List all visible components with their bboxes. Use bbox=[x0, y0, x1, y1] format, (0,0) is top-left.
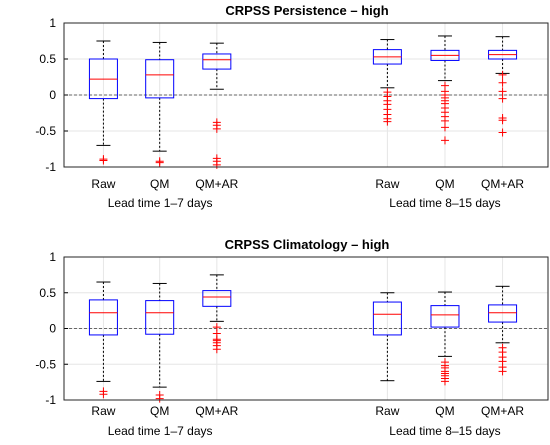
category-label: QM+AR bbox=[195, 177, 238, 191]
box-qm-ar bbox=[202, 42, 232, 169]
category-label: QM bbox=[150, 177, 169, 191]
outlier-point bbox=[155, 158, 164, 167]
box-qm-ar bbox=[488, 285, 518, 376]
box-iqr bbox=[145, 59, 175, 99]
box-qm-ar bbox=[202, 274, 232, 354]
box-raw bbox=[88, 281, 118, 399]
category-label: QM+AR bbox=[195, 404, 238, 418]
chart-title: CRPSS Climatology – high bbox=[225, 237, 390, 252]
outlier-point bbox=[498, 70, 507, 79]
box-iqr bbox=[202, 53, 232, 70]
y-tick-label: 1 bbox=[49, 250, 56, 264]
outlier-point bbox=[498, 367, 507, 376]
group-label: Lead time 1–7 days bbox=[108, 424, 213, 438]
category-label: QM+AR bbox=[481, 177, 524, 191]
y-tick-label: 0.5 bbox=[39, 52, 56, 66]
box-raw bbox=[372, 39, 402, 126]
outlier-point bbox=[155, 394, 164, 403]
box-qm bbox=[145, 282, 175, 403]
y-tick-label: 1 bbox=[49, 16, 56, 30]
chart-persistence: CRPSS Persistence – high Raw QM QM+AR Lead … bbox=[35, 3, 549, 210]
group-label: Lead time 1–7 days bbox=[108, 196, 213, 210]
box-iqr bbox=[202, 290, 232, 307]
y-tick-label: -1 bbox=[45, 160, 56, 174]
box-qm-ar bbox=[488, 36, 518, 137]
category-label: Raw bbox=[375, 404, 399, 418]
box-qm bbox=[430, 35, 460, 145]
outlier-point bbox=[212, 345, 221, 354]
category-label: QM bbox=[435, 404, 454, 418]
outlier-point bbox=[440, 377, 449, 386]
y-tick-label: -0.5 bbox=[35, 357, 56, 371]
outlier-point bbox=[498, 116, 507, 125]
y-tick-label: 0.5 bbox=[39, 286, 56, 300]
box-iqr bbox=[430, 305, 460, 328]
category-label: Raw bbox=[375, 177, 399, 191]
y-tick-label: 0 bbox=[49, 88, 56, 102]
axes-frame bbox=[63, 22, 549, 168]
category-label: QM+AR bbox=[481, 404, 524, 418]
chart-title: CRPSS Persistence – high bbox=[225, 3, 388, 18]
box-iqr bbox=[372, 301, 402, 336]
category-label: QM bbox=[435, 177, 454, 191]
outlier-point bbox=[498, 94, 507, 103]
box-raw bbox=[372, 292, 402, 382]
box-iqr bbox=[88, 299, 118, 336]
box-iqr bbox=[145, 300, 175, 335]
y-tick-label: -1 bbox=[45, 393, 56, 407]
group-label: Lead time 8–15 days bbox=[389, 196, 500, 210]
box-iqr bbox=[488, 304, 518, 323]
outlier-point bbox=[99, 156, 108, 165]
category-label: Raw bbox=[91, 404, 115, 418]
outlier-point bbox=[212, 124, 221, 133]
chart-climatology: CRPSS Climatology – high Raw QM QM+AR Lead … bbox=[35, 237, 549, 438]
outlier-point bbox=[498, 128, 507, 137]
category-label: QM bbox=[150, 404, 169, 418]
axes-frame bbox=[63, 256, 549, 401]
category-label: Raw bbox=[91, 177, 115, 191]
outlier-point bbox=[440, 136, 449, 145]
outlier-point bbox=[498, 87, 507, 96]
outlier-point bbox=[440, 123, 449, 132]
outlier-point bbox=[498, 78, 507, 87]
y-tick-label: -0.5 bbox=[35, 124, 56, 138]
outlier-point bbox=[212, 160, 221, 169]
outlier-point bbox=[99, 390, 108, 399]
box-raw bbox=[88, 40, 118, 165]
box-qm bbox=[145, 41, 175, 167]
box-qm bbox=[430, 291, 460, 386]
y-tick-label: 0 bbox=[49, 322, 56, 336]
group-label: Lead time 8–15 days bbox=[389, 424, 500, 438]
outlier-point bbox=[383, 117, 392, 126]
